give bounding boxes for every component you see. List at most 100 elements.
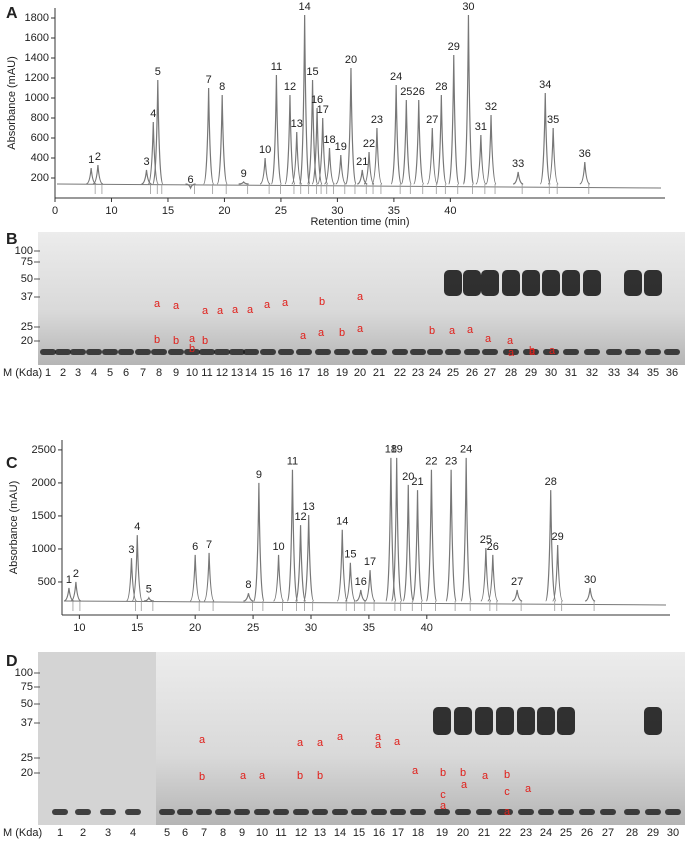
band bbox=[557, 707, 575, 735]
peak-label: 11 bbox=[271, 61, 282, 73]
lane-label: 22 bbox=[499, 827, 511, 839]
peak-label: 34 bbox=[539, 79, 551, 91]
band-annotation: b bbox=[317, 770, 323, 782]
x-tick-label: 40 bbox=[444, 205, 456, 217]
lane-label: 24 bbox=[540, 827, 552, 839]
marker-label: 50 bbox=[21, 273, 33, 285]
peak-label: 20 bbox=[345, 54, 357, 66]
lane-label: 29 bbox=[525, 367, 537, 379]
peak-label: 14 bbox=[336, 516, 348, 528]
lane-label: 18 bbox=[317, 367, 329, 379]
peak bbox=[364, 570, 376, 602]
peak-label: 6 bbox=[187, 174, 193, 186]
band bbox=[600, 809, 616, 815]
peak-label: 17 bbox=[364, 556, 376, 568]
peak bbox=[545, 490, 557, 602]
panel-label: C bbox=[6, 455, 18, 472]
peak bbox=[579, 161, 591, 185]
x-tick-label: 0 bbox=[52, 205, 58, 217]
peak-label: 4 bbox=[134, 521, 140, 533]
y-tick-label: 1800 bbox=[25, 12, 49, 24]
y-tick-label: 1200 bbox=[25, 72, 49, 84]
y-tick-label: 2000 bbox=[32, 477, 56, 489]
peak bbox=[475, 134, 487, 185]
x-tick-label: 20 bbox=[218, 205, 230, 217]
band bbox=[243, 349, 259, 355]
y-tick-label: 500 bbox=[38, 576, 56, 588]
peak-label: 28 bbox=[545, 476, 557, 488]
peak-label: 8 bbox=[245, 579, 251, 591]
band-annotation: a bbox=[300, 330, 307, 342]
y-tick-label: 1000 bbox=[25, 92, 49, 104]
band-annotation: a bbox=[247, 304, 254, 316]
lane-label: 35 bbox=[647, 367, 659, 379]
lane-label: 20 bbox=[457, 827, 469, 839]
marker-label: 20 bbox=[21, 335, 33, 347]
peak-label: 15 bbox=[344, 549, 356, 561]
peak-label: 2 bbox=[95, 151, 101, 163]
peak bbox=[487, 554, 499, 602]
lane-label: 4 bbox=[130, 827, 136, 839]
lane-label: 26 bbox=[466, 367, 478, 379]
peak-label: 2 bbox=[73, 568, 79, 580]
peak-label: 10 bbox=[259, 144, 271, 156]
lane-label: 6 bbox=[182, 827, 188, 839]
peak bbox=[216, 94, 228, 185]
peak bbox=[185, 183, 196, 190]
marker-label: 100 bbox=[15, 245, 33, 257]
y-tick-label: 2500 bbox=[32, 444, 56, 456]
band-annotation: a bbox=[449, 325, 456, 337]
peak-label: 8 bbox=[219, 81, 225, 93]
peak-label: 16 bbox=[355, 576, 367, 588]
panel-label: A bbox=[6, 5, 18, 22]
band bbox=[562, 270, 580, 296]
marker-title: M (Kda) bbox=[3, 367, 42, 379]
peak-label: 13 bbox=[291, 118, 303, 130]
band-annotation: a bbox=[461, 779, 468, 791]
band bbox=[184, 349, 200, 355]
band-annotation: a bbox=[337, 731, 344, 743]
peak bbox=[539, 92, 551, 185]
peak bbox=[272, 554, 285, 602]
marker-label: 75 bbox=[21, 681, 33, 693]
band bbox=[100, 809, 116, 815]
peak bbox=[141, 169, 152, 185]
peak bbox=[70, 581, 82, 602]
gel bbox=[38, 232, 685, 365]
peak bbox=[435, 94, 447, 185]
band-annotation: a bbox=[232, 304, 239, 316]
band bbox=[55, 349, 71, 355]
marker-label: 75 bbox=[21, 256, 33, 268]
band-annotation: a bbox=[154, 298, 161, 310]
band bbox=[455, 809, 471, 815]
peak-label: 18 bbox=[323, 134, 335, 146]
band bbox=[518, 809, 534, 815]
y-tick-label: 1600 bbox=[25, 32, 49, 44]
x-axis-label: Retention time (min) bbox=[310, 216, 409, 228]
band bbox=[125, 809, 141, 815]
lane-label: 25 bbox=[447, 367, 459, 379]
x-tick-label: 25 bbox=[275, 205, 287, 217]
peak bbox=[299, 14, 311, 185]
peak bbox=[291, 131, 303, 185]
x-tick-label: 10 bbox=[105, 205, 117, 217]
lane-label: 15 bbox=[262, 367, 274, 379]
band-annotation: a bbox=[202, 305, 209, 317]
peak bbox=[547, 127, 559, 185]
band bbox=[579, 809, 595, 815]
band-annotation: a bbox=[189, 333, 196, 345]
peak-label: 24 bbox=[460, 444, 472, 456]
lane-label: 29 bbox=[647, 827, 659, 839]
lane-label: 16 bbox=[373, 827, 385, 839]
band bbox=[278, 349, 294, 355]
lane-label: 2 bbox=[80, 827, 86, 839]
peak bbox=[371, 127, 383, 185]
band bbox=[497, 809, 513, 815]
x-tick-label: 20 bbox=[189, 622, 201, 634]
band-annotation: a bbox=[357, 291, 364, 303]
peak-label: 26 bbox=[413, 86, 425, 98]
band bbox=[433, 707, 451, 735]
band bbox=[522, 270, 540, 296]
band bbox=[293, 809, 309, 815]
